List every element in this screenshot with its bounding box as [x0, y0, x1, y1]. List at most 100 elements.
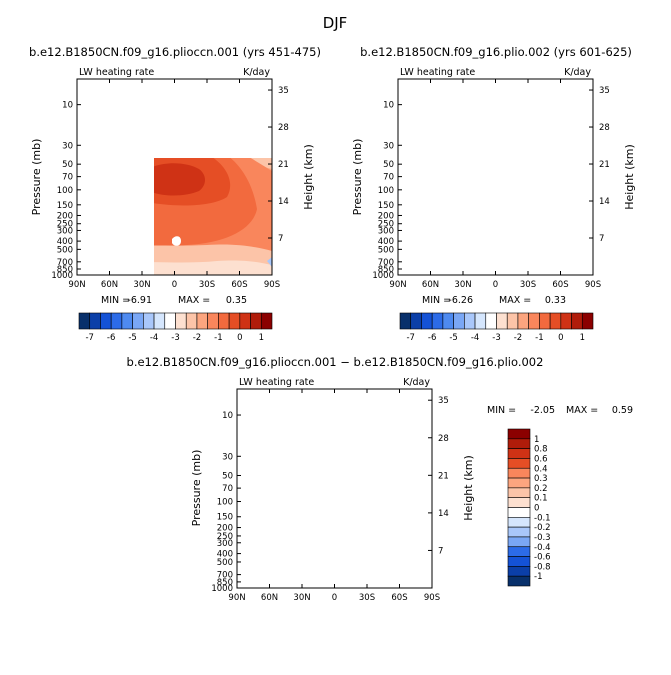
y-tick-label: 300 — [217, 539, 233, 549]
colorbar-swatch — [89, 312, 101, 330]
x-tick-label: 60N — [261, 593, 278, 603]
y-tick-label: 400 — [57, 237, 73, 247]
field-label: LW heating rate — [400, 67, 475, 78]
colorbar-swatch — [78, 312, 91, 330]
y-tick-label: 150 — [217, 513, 233, 523]
colorbar-swatch — [175, 312, 187, 330]
y2-tick-label: 28 — [438, 434, 449, 444]
x-tick-label: 30N — [454, 280, 471, 290]
colorbar-swatch — [507, 526, 531, 538]
y2-tick-label: 7 — [599, 234, 604, 244]
colorbar-swatch — [110, 312, 123, 330]
units-label: K/day — [403, 377, 430, 388]
colorbar-label: 1 — [580, 333, 585, 343]
colorbar-swatch — [143, 312, 155, 330]
y2-axis-label: Height (km) — [623, 144, 636, 210]
contour-band — [154, 260, 272, 275]
contour-band — [398, 244, 593, 275]
colorbar-swatch — [453, 312, 465, 330]
stats-line: MIN = -6.26 MAX = 0.33 — [422, 295, 566, 306]
contour-band — [335, 564, 344, 570]
colorbar-swatch — [507, 507, 531, 518]
max-value: 0.35 — [226, 295, 247, 306]
colorbar-label: -0.1 — [534, 513, 551, 523]
contour-band — [331, 515, 344, 525]
colorbar-label: 0 — [558, 333, 563, 343]
y2-tick-label: 21 — [278, 160, 289, 170]
plot-frame — [397, 78, 594, 276]
contour-band — [253, 580, 281, 585]
contour-band — [398, 123, 593, 261]
contour-band — [398, 79, 593, 121]
colorbar-label: -4 — [471, 333, 479, 343]
colorbar-swatch — [442, 312, 454, 330]
axis-ticks: 90N 60N 30N 0 30S 60S 90S103050701001502002503… — [372, 79, 610, 290]
colorbar-swatch — [507, 497, 531, 508]
x-tick-label: 90S — [424, 593, 440, 603]
colorbar-label: -5 — [449, 333, 457, 343]
y-tick-label: 200 — [57, 211, 73, 221]
colorbar-swatch — [239, 312, 251, 330]
figure-title: DJF — [323, 14, 348, 32]
colorbar-label: 0 — [534, 504, 539, 514]
x-tick-label: 0 — [332, 593, 337, 603]
colorbar-label: -7 — [406, 333, 414, 343]
colorbar-swatch — [507, 487, 531, 498]
colorbar-swatch — [410, 312, 422, 330]
colorbar-swatch — [421, 312, 433, 330]
y-tick-label: 1000 — [372, 271, 394, 281]
contour-band — [447, 148, 551, 205]
min-label: MIN = — [487, 405, 516, 416]
x-tick-label: 0 — [172, 280, 177, 290]
colorbar-label: 1 — [534, 435, 539, 445]
colorbar-swatch — [507, 428, 531, 440]
colorbar-label: -1 — [535, 333, 543, 343]
y-tick-label: 250 — [57, 220, 73, 230]
contour-band — [267, 257, 272, 267]
colorbar-label: 0.2 — [534, 484, 548, 494]
colorbar-swatch — [528, 312, 540, 330]
contour-band — [398, 79, 593, 119]
contour-band — [293, 516, 392, 536]
x-tick-label: 60N — [101, 280, 118, 290]
panel-plioccn: b.e12.B1850CN.f09_g16.plioccn.001 (yrs 4… — [29, 45, 321, 343]
plot-frame — [236, 388, 433, 589]
contour-band — [247, 538, 432, 567]
contour-band — [227, 79, 272, 103]
y2-tick-label: 14 — [599, 197, 610, 207]
x-tick-label: 90S — [264, 280, 280, 290]
field-label: LW heating rate — [79, 67, 154, 78]
panel-title: b.e12.B1850CN.f09_g16.plioccn.001 (yrs 4… — [29, 45, 321, 59]
colorbar-swatch — [132, 312, 144, 330]
y-tick-label: 1000 — [51, 271, 73, 281]
x-tick-label: 60N — [422, 280, 439, 290]
contour-band — [267, 546, 309, 556]
y-tick-label: 70 — [222, 484, 233, 494]
colorbar-label: -5 — [128, 333, 136, 343]
y-tick-label: 30 — [62, 141, 73, 151]
colorbar-label: -2 — [193, 333, 201, 343]
y-tick-label: 500 — [217, 558, 233, 568]
y-tick-label: 50 — [222, 471, 233, 481]
colorbar-label: -0.3 — [534, 533, 551, 543]
colorbar-label: 0.3 — [534, 474, 548, 484]
colorbar-swatch — [507, 546, 531, 557]
colorbar-label: -3 — [171, 333, 179, 343]
contour-band — [237, 389, 432, 588]
y2-tick-label: 35 — [599, 86, 610, 96]
y-tick-label: 30 — [222, 452, 233, 462]
colorbar-label: -6 — [107, 333, 115, 343]
y-tick-label: 100 — [378, 186, 394, 196]
contour-band — [252, 79, 272, 93]
min-label: MIN = — [422, 295, 451, 306]
x-tick-label: 90N — [389, 280, 406, 290]
x-tick-label: 30S — [359, 593, 375, 603]
contour-band — [588, 257, 593, 267]
y-tick-label: 700 — [217, 571, 233, 581]
x-tick-label: 60S — [552, 280, 568, 290]
y-axis-label: Pressure (mb) — [30, 139, 43, 216]
y2-axis-label: Height (km) — [302, 144, 315, 210]
y2-tick-label: 35 — [278, 86, 289, 96]
y2-axis-label: Height (km) — [462, 455, 475, 521]
colorbar: -7 -6 -5 -4 -3 -2 -1 0 1 — [78, 312, 273, 343]
